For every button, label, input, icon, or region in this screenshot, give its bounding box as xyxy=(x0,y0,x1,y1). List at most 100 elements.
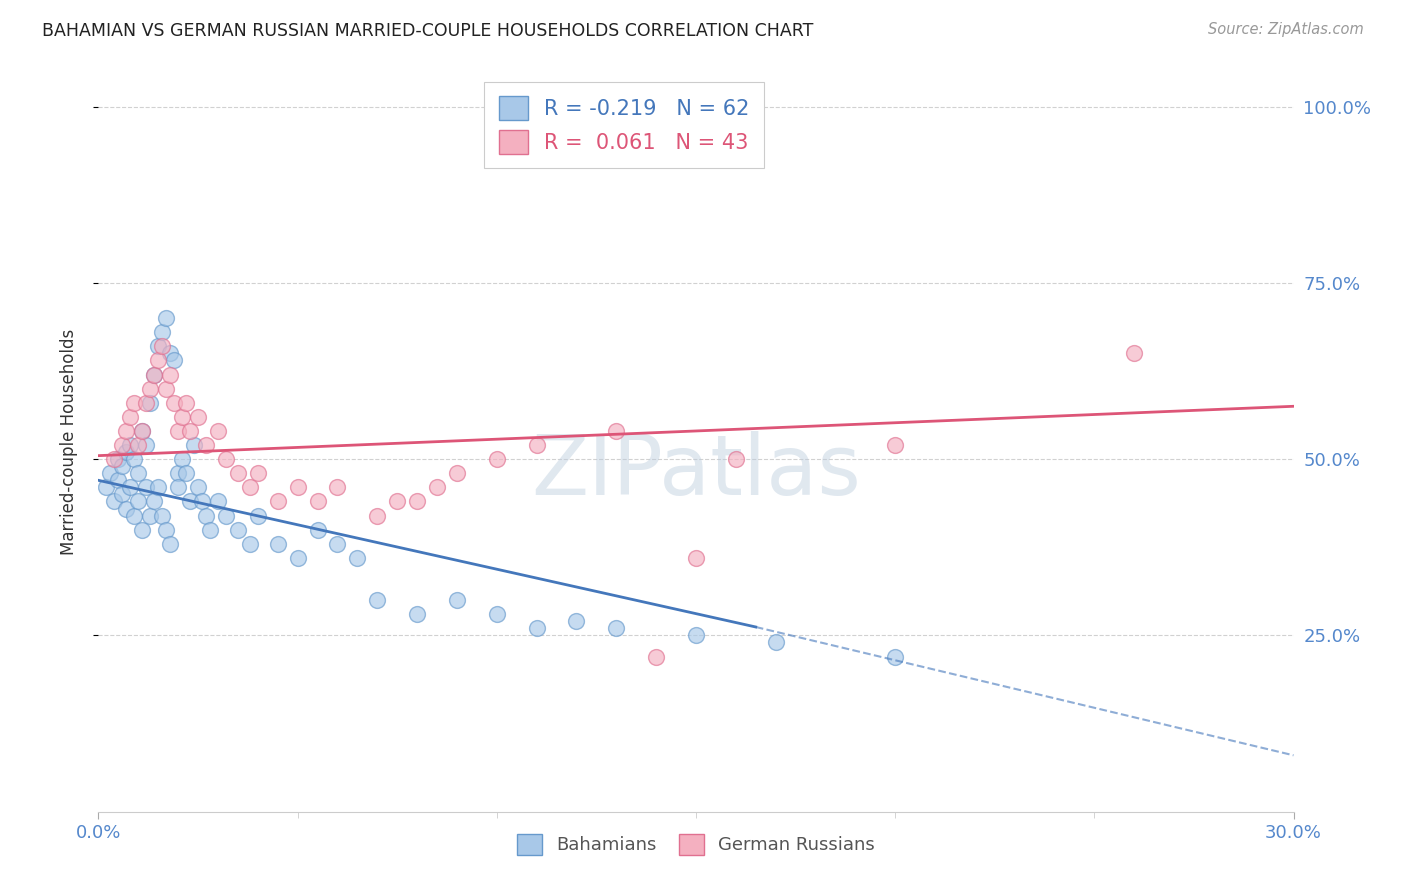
Point xyxy=(605,424,627,438)
Point xyxy=(143,368,166,382)
Point xyxy=(239,480,262,494)
Point xyxy=(103,494,125,508)
Point xyxy=(765,635,787,649)
Point xyxy=(124,508,146,523)
Point xyxy=(124,452,146,467)
Point xyxy=(884,649,907,664)
Point xyxy=(127,467,149,481)
Point xyxy=(485,452,508,467)
Point xyxy=(139,508,162,523)
Point xyxy=(159,346,181,360)
Point xyxy=(326,480,349,494)
Legend: Bahamians, German Russians: Bahamians, German Russians xyxy=(509,827,883,862)
Point xyxy=(111,459,134,474)
Point xyxy=(96,480,118,494)
Point xyxy=(246,467,269,481)
Point xyxy=(135,438,157,452)
Point xyxy=(307,494,329,508)
Point xyxy=(385,494,409,508)
Point xyxy=(207,424,229,438)
Point xyxy=(645,649,668,664)
Point xyxy=(143,368,166,382)
Point xyxy=(131,424,153,438)
Point xyxy=(143,494,166,508)
Point xyxy=(150,339,173,353)
Point xyxy=(267,494,290,508)
Point xyxy=(124,396,146,410)
Point xyxy=(120,438,142,452)
Point xyxy=(565,615,588,629)
Point xyxy=(107,473,129,487)
Point xyxy=(115,445,138,459)
Point xyxy=(195,508,218,523)
Point xyxy=(150,508,173,523)
Point xyxy=(139,396,162,410)
Point xyxy=(115,501,138,516)
Point xyxy=(267,537,290,551)
Point xyxy=(685,628,707,642)
Point xyxy=(163,396,186,410)
Point xyxy=(148,480,170,494)
Point xyxy=(326,537,349,551)
Point xyxy=(131,523,153,537)
Point xyxy=(485,607,508,622)
Point xyxy=(307,523,329,537)
Point xyxy=(174,396,197,410)
Point xyxy=(605,621,627,635)
Point xyxy=(172,452,194,467)
Point xyxy=(120,480,142,494)
Point xyxy=(167,424,190,438)
Point xyxy=(179,424,201,438)
Point xyxy=(115,424,138,438)
Point xyxy=(187,409,209,424)
Point xyxy=(139,382,162,396)
Point xyxy=(406,607,429,622)
Point xyxy=(150,325,173,339)
Point xyxy=(148,339,170,353)
Point xyxy=(131,424,153,438)
Point xyxy=(155,382,177,396)
Point xyxy=(187,480,209,494)
Point xyxy=(207,494,229,508)
Point xyxy=(366,508,388,523)
Point xyxy=(884,438,907,452)
Point xyxy=(127,438,149,452)
Point xyxy=(239,537,262,551)
Point xyxy=(120,409,142,424)
Point xyxy=(346,550,368,565)
Point xyxy=(526,438,548,452)
Point xyxy=(215,452,238,467)
Point xyxy=(183,438,205,452)
Point xyxy=(287,480,309,494)
Point xyxy=(135,396,157,410)
Point xyxy=(426,480,449,494)
Point xyxy=(198,523,221,537)
Point xyxy=(195,438,218,452)
Point xyxy=(191,494,214,508)
Point xyxy=(103,452,125,467)
Y-axis label: Married-couple Households: Married-couple Households xyxy=(59,328,77,555)
Point xyxy=(685,550,707,565)
Point xyxy=(226,467,249,481)
Point xyxy=(287,550,309,565)
Point xyxy=(226,523,249,537)
Point xyxy=(163,353,186,368)
Point xyxy=(215,508,238,523)
Point xyxy=(155,311,177,326)
Point xyxy=(446,593,468,607)
Point xyxy=(111,487,134,501)
Point xyxy=(98,467,122,481)
Point xyxy=(167,480,190,494)
Point xyxy=(406,494,429,508)
Point xyxy=(159,537,181,551)
Point xyxy=(724,452,747,467)
Point xyxy=(155,523,177,537)
Point xyxy=(174,467,197,481)
Point xyxy=(366,593,388,607)
Point xyxy=(127,494,149,508)
Point xyxy=(135,480,157,494)
Point xyxy=(446,467,468,481)
Point xyxy=(167,467,190,481)
Point xyxy=(179,494,201,508)
Text: BAHAMIAN VS GERMAN RUSSIAN MARRIED-COUPLE HOUSEHOLDS CORRELATION CHART: BAHAMIAN VS GERMAN RUSSIAN MARRIED-COUPL… xyxy=(42,22,814,40)
